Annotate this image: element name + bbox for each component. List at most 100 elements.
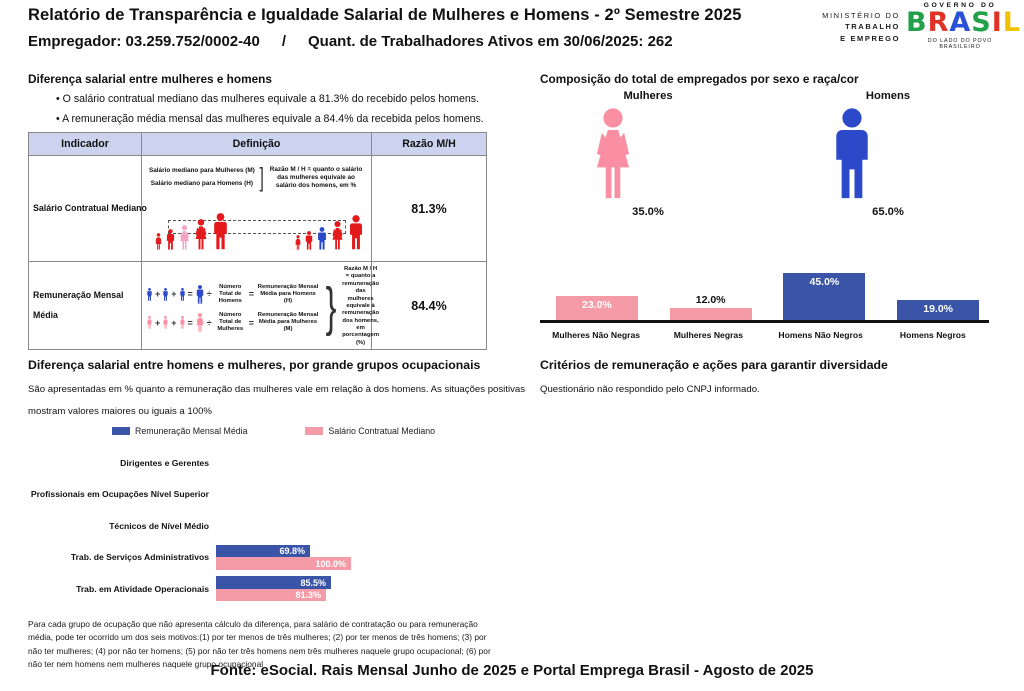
big-bracket-glyph: } [325,276,337,337]
woman-icon [162,316,169,329]
bar-group: 19.0% [881,264,995,320]
occupational-desc-1: São apresentadas em % quanto a remuneraç… [28,384,526,395]
occupational-heading: Diferença salarial entre homens e mulher… [28,358,481,372]
ministry-line2: TRABALHO [845,22,900,32]
woman-icon [154,233,163,250]
ministry-line1: MINISTÉRIO DO [822,11,900,20]
woman-icon [588,108,638,200]
brasil-letter: R [927,7,950,38]
bar-category-label: Homens Não Negros [778,330,863,340]
bar-group: 45.0% [768,264,882,320]
bar-group: 12.0% [654,264,768,320]
operator-glyph: + [171,289,177,300]
composition-chart-bars: 23.0% 12.0% 45.0% 19.0% [540,264,995,320]
occupational-footnote: Para cada grupo de ocupação que não apre… [28,619,491,669]
brasil-letter: B [906,7,928,38]
bar-value-label: 81.3% [295,590,321,600]
woman-icon [195,313,205,332]
composition-chart-axis [540,320,989,323]
man-icon [162,288,169,301]
brasil-letter: A [949,7,972,38]
bar-category-label: Mulheres Negras [673,330,743,340]
bar-group: 23.0% [540,264,654,320]
bar: 19.0% [897,300,980,320]
men-calc-row: + + = ÷ Número Total de Homens = Remuneração M… [146,284,320,305]
legend-item: Remuneração Mensal Média [112,426,247,436]
th-razao: Razão M/H [371,132,487,156]
th-definicao: Definição [141,132,372,156]
woman-icon [193,219,209,250]
operator-glyph: ÷ [206,317,212,328]
divide-label: Número Total de Mulheres [217,312,244,333]
man-icon [211,213,230,250]
ministry-logo: MINISTÉRIO DO TRABALHO E EMPREGO [772,10,900,44]
operator-glyph: = [248,289,255,300]
composition-chart-categories: Mulheres Não Negras Mulheres Negras Homens… [540,330,989,340]
man-icon [195,285,205,304]
man-icon [828,108,876,200]
bar: 69.8% [216,544,310,558]
footer-source: Fonte: eSocial. Rais Mensal Junho de 202… [210,662,814,679]
woman-icon [330,221,345,250]
row1-ratio-value: 81.3% [371,155,487,262]
men-block: Homens 65.0% [828,90,948,218]
men-label: Homens [865,90,911,102]
employer-separator: / [281,33,286,50]
row2-definition: + + = ÷ Número Total de Homens = Remuneração M… [141,260,379,351]
th-indicador: Indicador [28,132,142,156]
median-men-line: Salário mediano para Homens (H) [150,179,254,187]
man-icon [304,231,314,250]
bracket-glyph: ] [259,162,264,192]
woman-icon [146,316,153,329]
gov-top-text: GOVERNO DO [923,2,997,9]
criteria-heading: Critérios de remuneração e ações para ga… [540,358,888,372]
occupational-bars: 69.8% 100.0% [216,544,351,570]
indicator-table: Indicador Definição Razão M/H Salário Co… [28,132,487,351]
men-percentage: 65.0% [872,206,904,218]
operator-glyph: + [171,317,177,328]
salary-gap-heading: Diferença salarial entre mulheres e home… [28,72,272,86]
median-figure-area [146,196,367,252]
occupational-category-label: Profissionais em Ocupações Nível Superio… [30,489,209,500]
legend-swatch [112,427,130,435]
bar: 12.0% [669,294,752,320]
women-group-figures [154,213,230,250]
row2-ratio-note: Razão M / H = quanto a remuneração das m… [342,266,380,346]
salary-gap-bullet-2: A remuneração média mensal das mulheres … [56,113,484,125]
bar-value-label: 100.0% [315,558,346,569]
operator-glyph: = [248,317,255,328]
legend-label: Salário Contratual Mediano [328,426,436,436]
bar: 100.0% [216,557,351,570]
women-label: Mulheres [623,90,673,102]
occupational-row: Técnicos de Nível Médio [28,510,468,542]
occupational-bars: 85.5% 81.3% [216,576,331,602]
operator-glyph: ÷ [206,289,212,300]
bar-category-label: Homens Negros [899,330,966,340]
row1-ratio-note: Razão M / H = quanto o salário das mulhe… [269,165,363,189]
women-percentage: 35.0% [632,206,664,218]
salary-gap-bullet-1: O salário contratual mediano das mulhere… [56,93,479,105]
occupational-category-label: Trab. de Serviços Administrativos [70,552,209,563]
occupational-category-label: Dirigentes e Gerentes [120,457,209,468]
bar: 45.0% [783,273,866,320]
occupational-category-label: Técnicos de Nível Médio [109,520,209,531]
bar-value-label: 23.0% [581,299,612,311]
occupational-row: Trab. em Atividade Operacionais 85.5% 81.3… [28,573,468,605]
occupational-row: Trab. de Serviços Administrativos 69.8% 10… [28,542,468,574]
bar-value-label: 12.0% [695,294,726,306]
operator-glyph: + [155,289,161,300]
row2-indicator: Remuneração Mensal Média [28,260,142,351]
bar: 23.0% [555,296,638,320]
bar-value-label: 69.8% [279,546,305,556]
bar: 85.5% [216,576,331,589]
man-icon [828,108,948,200]
men-group-figures [294,215,365,250]
composition-chart: 23.0% 12.0% 45.0% 19.0% Mulheres Não Negras… [540,252,995,340]
operator-glyph: + [155,317,161,328]
bar-value-label: 19.0% [923,303,954,315]
woman-icon [588,108,708,200]
divide-label: Número Total de Homens [218,283,242,304]
brasil-wordmark: BRASIL [906,7,1020,38]
employer-value: Empregador: 03.259.752/0002-40 [28,33,260,50]
